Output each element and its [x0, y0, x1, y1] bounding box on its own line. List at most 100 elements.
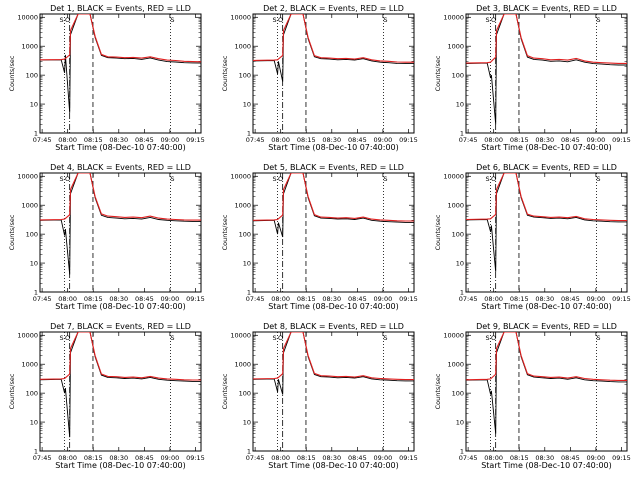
x-tick-label: 08:45	[348, 136, 367, 144]
flag-label: O	[65, 334, 70, 342]
y-tick-label: 100	[26, 230, 38, 238]
x-tick-label: 08:15	[297, 454, 316, 462]
y-tick-label: 10	[243, 100, 251, 108]
plot-frame	[39, 331, 202, 452]
x-tick-label: 08:15	[84, 295, 103, 303]
y-tick-label: 10	[30, 418, 38, 426]
y-tick-label: 100	[239, 389, 251, 397]
x-axis-label: Start Time (08-Dec-10 07:40:00)	[268, 461, 399, 470]
panel-title: Det 9, BLACK = Events, RED = LLD	[476, 322, 617, 331]
y-tick-label: 1	[460, 447, 464, 455]
x-tick-label: 07:45	[459, 295, 478, 303]
x-tick-label: 08:30	[109, 295, 128, 303]
flag-label: S	[170, 334, 174, 342]
y-tick-label: 1000	[21, 361, 38, 369]
y-tick-label: 1	[247, 288, 251, 296]
lld-series-line	[466, 173, 627, 222]
x-tick-label: 07:45	[33, 454, 52, 462]
lld-series-line	[466, 332, 627, 381]
y-tick-label: 100	[26, 389, 38, 397]
plot-frame	[252, 172, 415, 293]
y-tick-label: 10000	[17, 173, 38, 181]
detector-panel: 1 10 100 1000 10000 07:45 08:00 08:15 08:30 08:45…	[8, 163, 205, 311]
x-tick-label: 09:00	[374, 454, 393, 462]
x-tick-label: 08:00	[271, 295, 290, 303]
y-tick-label: 10000	[443, 173, 464, 181]
x-tick-label: 09:00	[587, 295, 606, 303]
series-group	[466, 173, 627, 272]
plot-frame	[252, 13, 415, 134]
lld-series-line	[253, 332, 414, 381]
x-tick-label: 09:15	[612, 454, 631, 462]
x-tick-label: 08:30	[109, 136, 128, 144]
flag-label: S	[596, 16, 600, 24]
x-tick-label: 08:15	[84, 454, 103, 462]
y-tick-label: 10	[30, 259, 38, 267]
y-axis-label: Counts/sec	[221, 55, 229, 91]
x-tick-label: 08:15	[84, 136, 103, 144]
flag-label: O	[65, 175, 70, 183]
lld-series-line	[466, 14, 627, 64]
panel-title: Det 6, BLACK = Events, RED = LLD	[476, 163, 617, 172]
x-tick-label: 08:15	[510, 295, 529, 303]
x-tick-label: 08:00	[271, 454, 290, 462]
detector-panel: 1 10 100 1000 10000 07:45 08:00 08:15 08:30 08:45…	[434, 4, 631, 152]
x-tick-label: 08:45	[561, 136, 580, 144]
x-tick-label: 07:45	[459, 136, 478, 144]
flag-label: S	[486, 175, 490, 183]
x-tick-label: 08:30	[322, 295, 341, 303]
y-tick-label: 1	[34, 129, 38, 137]
flag-label: S	[273, 16, 277, 24]
series-group	[253, 332, 414, 395]
x-axis-label: Start Time (08-Dec-10 07:40:00)	[55, 302, 186, 311]
detector-panel: 1 10 100 1000 10000 07:45 08:00 08:15 08:30 08:45…	[221, 322, 418, 470]
series-group	[253, 14, 414, 82]
x-tick-label: 09:15	[612, 295, 631, 303]
plot-frame	[465, 172, 628, 293]
x-tick-label: 08:45	[348, 454, 367, 462]
lld-series-line	[40, 14, 201, 63]
events-series-line	[253, 173, 414, 238]
x-tick-label: 09:00	[161, 136, 180, 144]
y-tick-label: 1000	[21, 202, 38, 210]
panel-title: Det 7, BLACK = Events, RED = LLD	[50, 322, 191, 331]
events-series-line	[40, 332, 201, 438]
y-tick-label: 1000	[447, 202, 464, 210]
x-tick-label: 09:00	[587, 454, 606, 462]
x-tick-label: 09:00	[161, 454, 180, 462]
plot-frame	[39, 172, 202, 293]
events-series-line	[40, 14, 201, 113]
panel-title: Det 1, BLACK = Events, RED = LLD	[50, 4, 191, 13]
x-axis-label: Start Time (08-Dec-10 07:40:00)	[481, 302, 612, 311]
y-tick-label: 1	[460, 129, 464, 137]
events-series-line	[253, 14, 414, 82]
y-tick-label: 10	[456, 259, 464, 267]
events-series-line	[40, 173, 201, 275]
x-axis-label: Start Time (08-Dec-10 07:40:00)	[55, 143, 186, 152]
x-tick-label: 08:45	[348, 295, 367, 303]
x-tick-label: 09:00	[161, 295, 180, 303]
x-tick-label: 09:15	[399, 454, 418, 462]
flag-label: O	[65, 16, 70, 24]
flag-label: O	[278, 16, 283, 24]
series-group	[466, 14, 627, 125]
y-tick-label: 10	[30, 100, 38, 108]
y-tick-label: 1000	[234, 202, 251, 210]
x-tick-label: 08:45	[135, 136, 154, 144]
panel-title: Det 8, BLACK = Events, RED = LLD	[263, 322, 404, 331]
x-tick-label: 09:15	[399, 295, 418, 303]
y-tick-label: 100	[452, 230, 464, 238]
x-tick-label: 09:15	[186, 295, 205, 303]
x-tick-label: 08:30	[535, 454, 554, 462]
x-tick-label: 09:15	[612, 136, 631, 144]
y-tick-label: 10000	[230, 14, 251, 22]
x-tick-label: 08:45	[561, 454, 580, 462]
y-axis-label: Counts/sec	[434, 55, 442, 91]
y-axis-label: Counts/sec	[8, 214, 16, 250]
y-axis-label: Counts/sec	[434, 214, 442, 250]
y-tick-label: 10	[456, 418, 464, 426]
x-axis-label: Start Time (08-Dec-10 07:40:00)	[268, 302, 399, 311]
plot-frame	[39, 13, 202, 134]
x-axis-label: Start Time (08-Dec-10 07:40:00)	[481, 461, 612, 470]
y-tick-label: 1	[34, 447, 38, 455]
